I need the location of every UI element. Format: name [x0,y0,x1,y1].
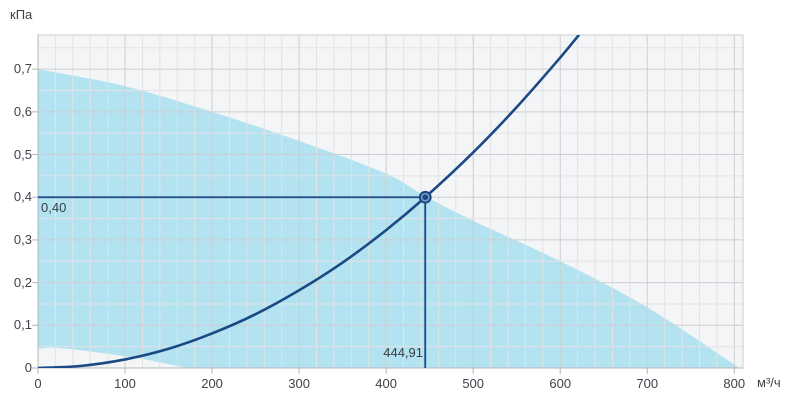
x-axis-unit-label: м³/ч [757,375,781,390]
x-tick-label: 500 [462,376,485,391]
y-tick-label: 0 [24,360,32,375]
x-tick-label: 0 [34,376,42,391]
operating-point-inner-ring [420,192,430,202]
x-tick-label: 700 [636,376,659,391]
operating-point-flow-label: 444,91 [383,345,423,360]
x-tick-label: 300 [288,376,310,391]
x-tick-label: 800 [723,376,746,391]
operating-point-pressure-label: 0,40 [41,200,67,215]
y-axis-unit-label: кПа [10,7,33,22]
x-tick-label: 100 [114,376,136,391]
y-tick-label: 0,3 [13,231,32,247]
y-tick-label: 0,5 [13,146,32,162]
x-tick-label: 200 [201,376,223,391]
y-tick-label: 0,4 [13,189,32,205]
y-tick-label: 0,2 [13,274,32,290]
x-tick-label: 600 [549,376,572,391]
operating-point-marker[interactable] [418,190,432,204]
system-resistance-curve [38,35,580,368]
y-tick-label: 0,6 [13,103,32,119]
x-tick-label: 400 [375,376,397,391]
y-tick-label: 0,1 [13,317,32,333]
operating-point-outer-circle [418,190,432,204]
y-tick-label: 0,7 [13,61,32,77]
